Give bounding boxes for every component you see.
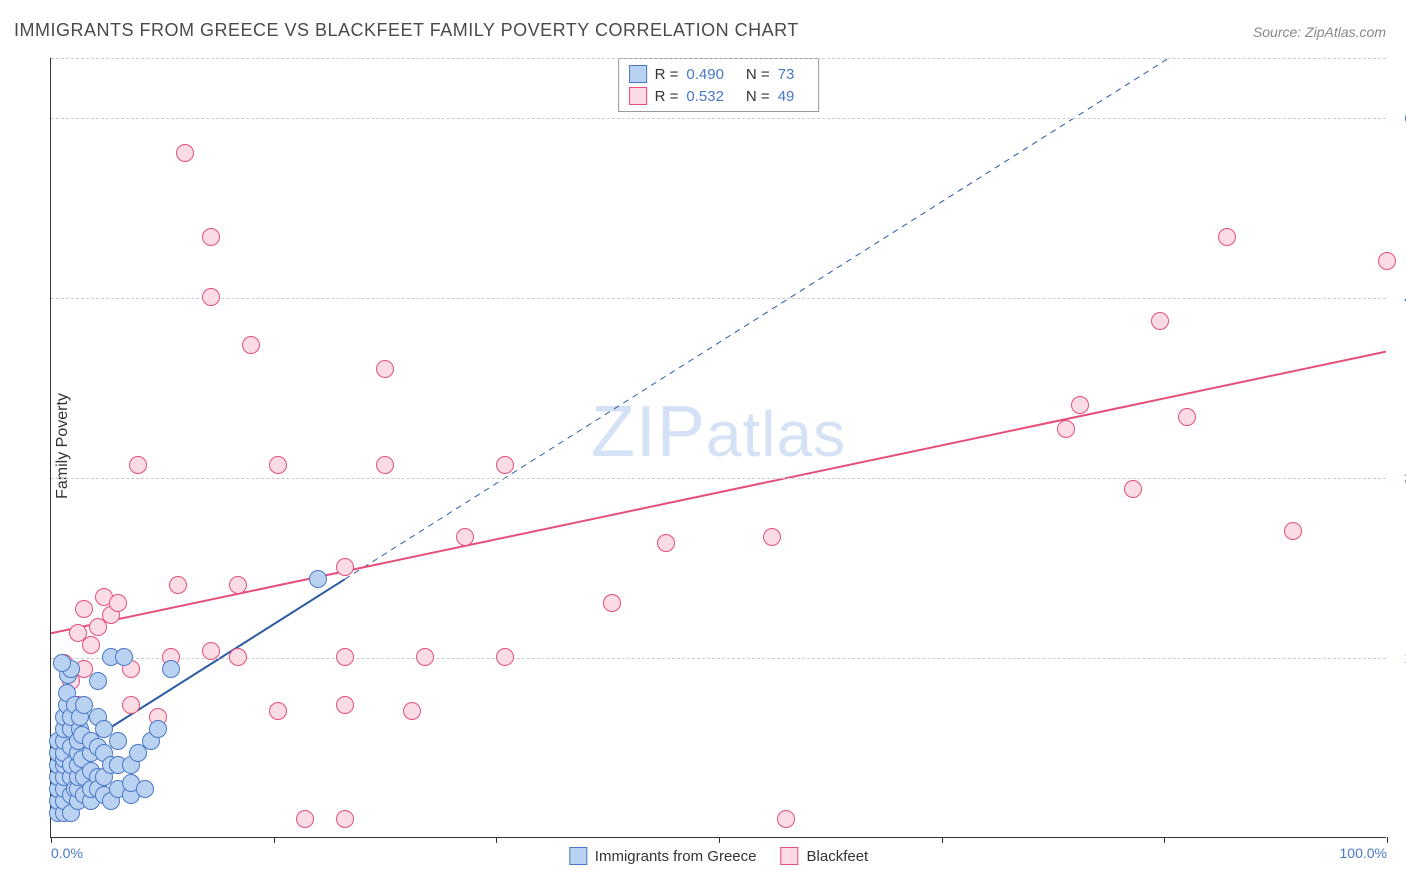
legend-item-blackfeet: Blackfeet	[781, 847, 869, 865]
data-point-blackfeet	[176, 144, 194, 162]
swatch-greece	[629, 65, 647, 83]
n-label: N =	[746, 88, 770, 105]
data-point-greece	[149, 720, 167, 738]
data-point-blackfeet	[336, 558, 354, 576]
data-point-greece	[136, 780, 154, 798]
gridline	[51, 298, 1386, 299]
data-point-blackfeet	[1378, 252, 1396, 270]
data-point-blackfeet	[376, 360, 394, 378]
data-point-blackfeet	[229, 648, 247, 666]
data-point-blackfeet	[1071, 396, 1089, 414]
r-label: R =	[655, 88, 679, 105]
data-point-blackfeet	[603, 594, 621, 612]
data-point-blackfeet	[456, 528, 474, 546]
gridline	[51, 658, 1386, 659]
data-point-blackfeet	[336, 696, 354, 714]
data-point-blackfeet	[1151, 312, 1169, 330]
data-point-blackfeet	[376, 456, 394, 474]
data-point-greece	[109, 732, 127, 750]
n-value-greece: 73	[778, 66, 795, 83]
x-tick	[51, 837, 52, 843]
data-point-greece	[162, 660, 180, 678]
data-point-greece	[115, 648, 133, 666]
data-point-blackfeet	[202, 642, 220, 660]
scatter-plot-area: ZIPatlas R = 0.490 N = 73 R = 0.532 N = …	[50, 58, 1386, 838]
chart-title: IMMIGRANTS FROM GREECE VS BLACKFEET FAMI…	[14, 20, 799, 41]
data-point-blackfeet	[336, 810, 354, 828]
data-point-blackfeet	[1218, 228, 1236, 246]
x-tick	[719, 837, 720, 843]
legend-label-blackfeet: Blackfeet	[807, 848, 869, 865]
trend-line-blackfeet	[51, 352, 1386, 634]
data-point-blackfeet	[269, 456, 287, 474]
data-point-greece	[89, 672, 107, 690]
data-point-blackfeet	[1124, 480, 1142, 498]
data-point-blackfeet	[269, 702, 287, 720]
data-point-blackfeet	[75, 600, 93, 618]
watermark: ZIPatlas	[591, 391, 846, 473]
x-tick	[1164, 837, 1165, 843]
trend-lines-layer	[51, 58, 1386, 837]
series-legend: Immigrants from Greece Blackfeet	[569, 847, 868, 865]
data-point-blackfeet	[403, 702, 421, 720]
data-point-blackfeet	[82, 636, 100, 654]
x-tick	[942, 837, 943, 843]
swatch-greece	[569, 847, 587, 865]
n-value-blackfeet: 49	[778, 88, 795, 105]
r-value-greece: 0.490	[686, 66, 724, 83]
data-point-greece	[53, 654, 71, 672]
x-tick-label: 0.0%	[51, 845, 83, 861]
data-point-blackfeet	[1284, 522, 1302, 540]
correlation-legend: R = 0.490 N = 73 R = 0.532 N = 49	[618, 58, 820, 112]
x-tick	[496, 837, 497, 843]
gridline	[51, 118, 1386, 119]
data-point-blackfeet	[496, 648, 514, 666]
swatch-blackfeet	[781, 847, 799, 865]
n-label: N =	[746, 66, 770, 83]
data-point-blackfeet	[296, 810, 314, 828]
data-point-blackfeet	[777, 810, 795, 828]
data-point-greece	[309, 570, 327, 588]
trend-line-extend-greece	[345, 58, 1386, 579]
legend-row-greece: R = 0.490 N = 73	[629, 63, 809, 85]
data-point-blackfeet	[202, 288, 220, 306]
data-point-blackfeet	[657, 534, 675, 552]
data-point-blackfeet	[122, 696, 140, 714]
x-tick-label: 100.0%	[1340, 845, 1387, 861]
data-point-blackfeet	[129, 456, 147, 474]
r-value-blackfeet: 0.532	[686, 88, 724, 105]
legend-item-greece: Immigrants from Greece	[569, 847, 757, 865]
data-point-blackfeet	[416, 648, 434, 666]
legend-label-greece: Immigrants from Greece	[595, 848, 757, 865]
data-point-blackfeet	[169, 576, 187, 594]
legend-row-blackfeet: R = 0.532 N = 49	[629, 85, 809, 107]
source-attribution: Source: ZipAtlas.com	[1253, 24, 1386, 40]
data-point-blackfeet	[1178, 408, 1196, 426]
data-point-blackfeet	[496, 456, 514, 474]
data-point-blackfeet	[763, 528, 781, 546]
swatch-blackfeet	[629, 87, 647, 105]
data-point-blackfeet	[229, 576, 247, 594]
data-point-blackfeet	[336, 648, 354, 666]
gridline	[51, 478, 1386, 479]
data-point-blackfeet	[109, 594, 127, 612]
x-tick	[1387, 837, 1388, 843]
x-tick	[274, 837, 275, 843]
r-label: R =	[655, 66, 679, 83]
data-point-blackfeet	[242, 336, 260, 354]
gridline	[51, 58, 1386, 59]
data-point-blackfeet	[202, 228, 220, 246]
data-point-blackfeet	[1057, 420, 1075, 438]
